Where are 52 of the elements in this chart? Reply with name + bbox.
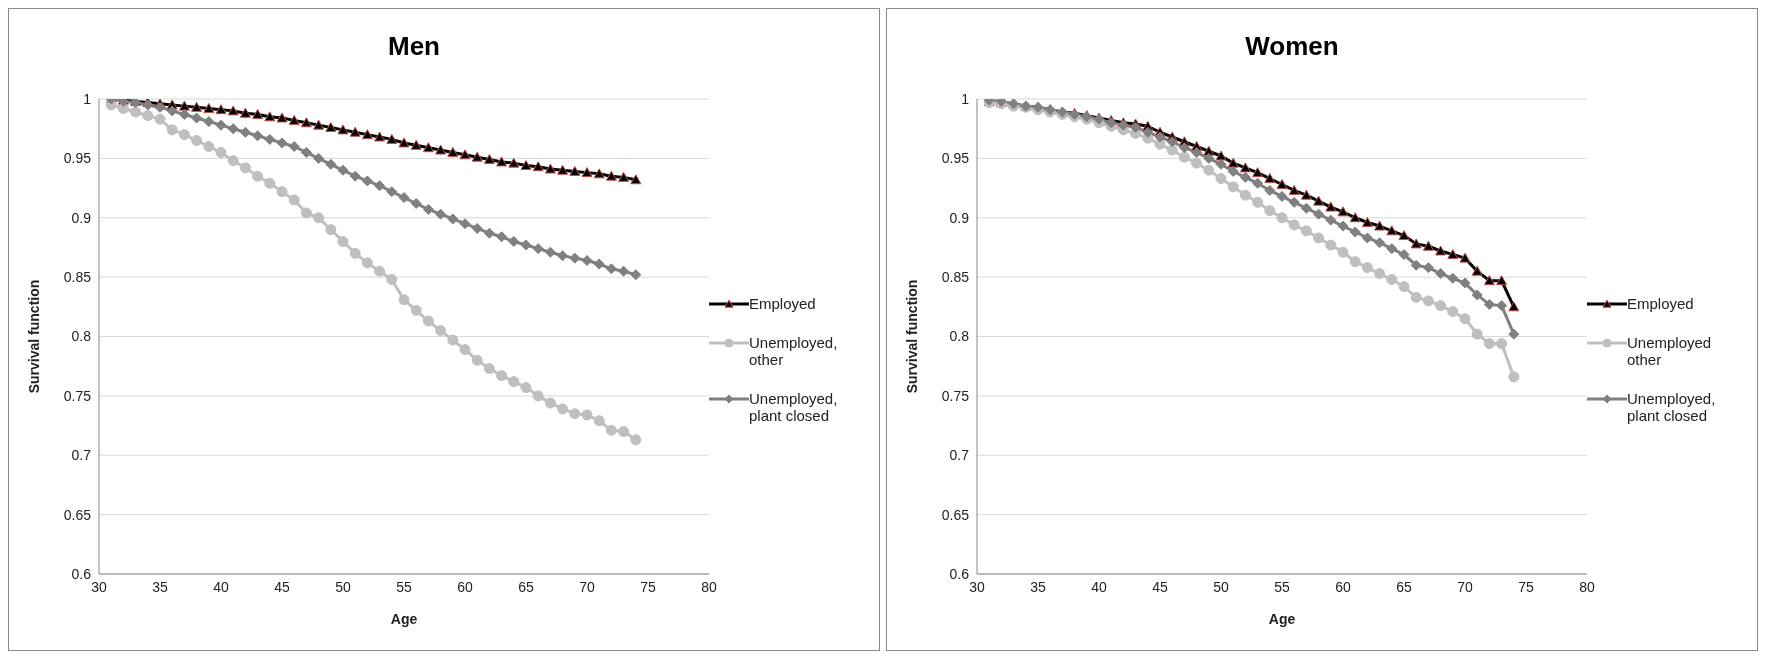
x-tick-label: 50 (335, 578, 351, 595)
x-tick-label: 65 (518, 578, 534, 595)
x-tick-label: 75 (640, 578, 656, 595)
legend-label: Employed (1627, 294, 1695, 312)
y-tick-label: 0.95 (941, 150, 970, 167)
x-tick-label: 40 (213, 578, 229, 595)
x-axis-title: Age (390, 611, 418, 627)
x-tick-label: 60 (457, 578, 473, 595)
y-tick-label: 0.8 (949, 328, 970, 345)
x-tick-label: 35 (1030, 578, 1046, 595)
y-axis-title: Survival function (25, 279, 42, 394)
y-tick-label: 0.75 (63, 387, 92, 404)
legend-label: Unemployed other (1627, 333, 1713, 368)
x-tick-label: 60 (1335, 578, 1351, 595)
y-tick-label: 0.6 (949, 565, 970, 582)
x-tick-label: 80 (701, 578, 717, 595)
legend-label: Unemployed, plant closed (1627, 389, 1717, 424)
y-tick-label: 1 (961, 90, 970, 107)
y-axis-title: Survival function (903, 279, 920, 394)
x-tick-label: 35 (152, 578, 168, 595)
y-tick-label: 0.75 (941, 387, 970, 404)
x-tick-label: 80 (1579, 578, 1595, 595)
y-tick-label: 0.7 (949, 447, 970, 464)
x-tick-label: 55 (396, 578, 412, 595)
legend-label: Employed (749, 294, 817, 312)
x-tick-label: 75 (1518, 578, 1534, 595)
x-tick-label: 55 (1274, 578, 1290, 595)
x-tick-label: 30 (969, 578, 985, 595)
chart-title: Men (387, 31, 441, 62)
x-tick-label: 70 (579, 578, 595, 595)
x-tick-label: 70 (1457, 578, 1473, 595)
x-tick-label: 40 (1091, 578, 1107, 595)
chart-title: Women (1244, 31, 1340, 62)
y-tick-label: 0.85 (63, 269, 92, 286)
x-axis-title: Age (1268, 611, 1296, 627)
y-tick-label: 0.6 (71, 565, 92, 582)
y-tick-label: 0.85 (941, 269, 970, 286)
y-tick-label: 0.65 (941, 506, 970, 523)
x-tick-label: 65 (1396, 578, 1412, 595)
y-tick-label: 0.65 (63, 506, 92, 523)
y-tick-label: 0.95 (63, 150, 92, 167)
y-tick-label: 0.9 (949, 209, 970, 226)
y-tick-label: 0.7 (71, 447, 92, 464)
y-tick-label: 1 (83, 90, 92, 107)
x-tick-label: 45 (1152, 578, 1168, 595)
y-tick-label: 0.8 (71, 328, 92, 345)
x-tick-label: 45 (274, 578, 290, 595)
x-tick-label: 30 (91, 578, 107, 595)
legend-label: Unemployed, other (749, 333, 839, 368)
legend-label: Unemployed, plant closed (749, 389, 839, 424)
y-tick-label: 0.9 (71, 209, 92, 226)
x-tick-label: 50 (1213, 578, 1229, 595)
